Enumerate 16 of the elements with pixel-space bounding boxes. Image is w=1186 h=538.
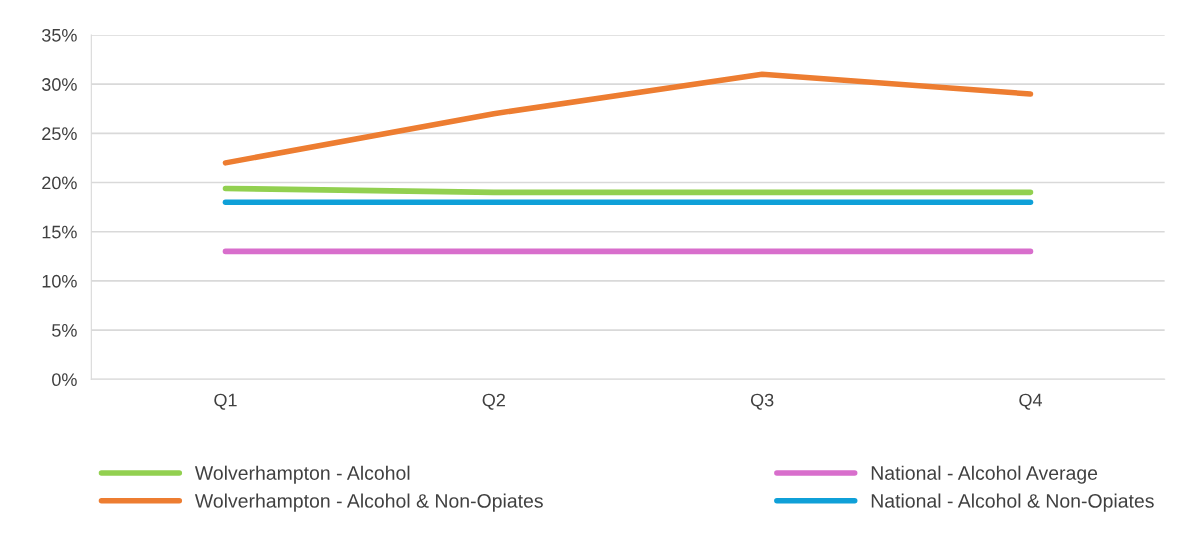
legend-label: Wolverhampton - Alcohol & Non-Opiates	[194, 493, 543, 512]
y-tick-label: 5%	[52, 324, 77, 337]
legend-label: Wolverhampton - Alcohol	[194, 465, 410, 484]
y-tick-label: 0%	[52, 373, 77, 387]
y-tick-label: 10%	[42, 274, 77, 288]
y-tick-label: 15%	[42, 225, 77, 239]
y-tick-label: 25%	[42, 127, 77, 141]
x-tick-label: Q2	[482, 393, 505, 410]
y-tick-label: 20%	[42, 176, 77, 190]
x-tick-label: Q1	[214, 393, 237, 410]
x-tick-label: Q4	[1019, 393, 1042, 410]
legend-label: National - Alcohol Average	[871, 465, 1098, 484]
legend-label: National - Alcohol & Non-Opiates	[871, 493, 1154, 512]
y-tick-label: 30%	[41, 78, 77, 91]
y-tick-label: 35%	[41, 28, 77, 42]
x-tick-label: Q3	[750, 393, 774, 410]
